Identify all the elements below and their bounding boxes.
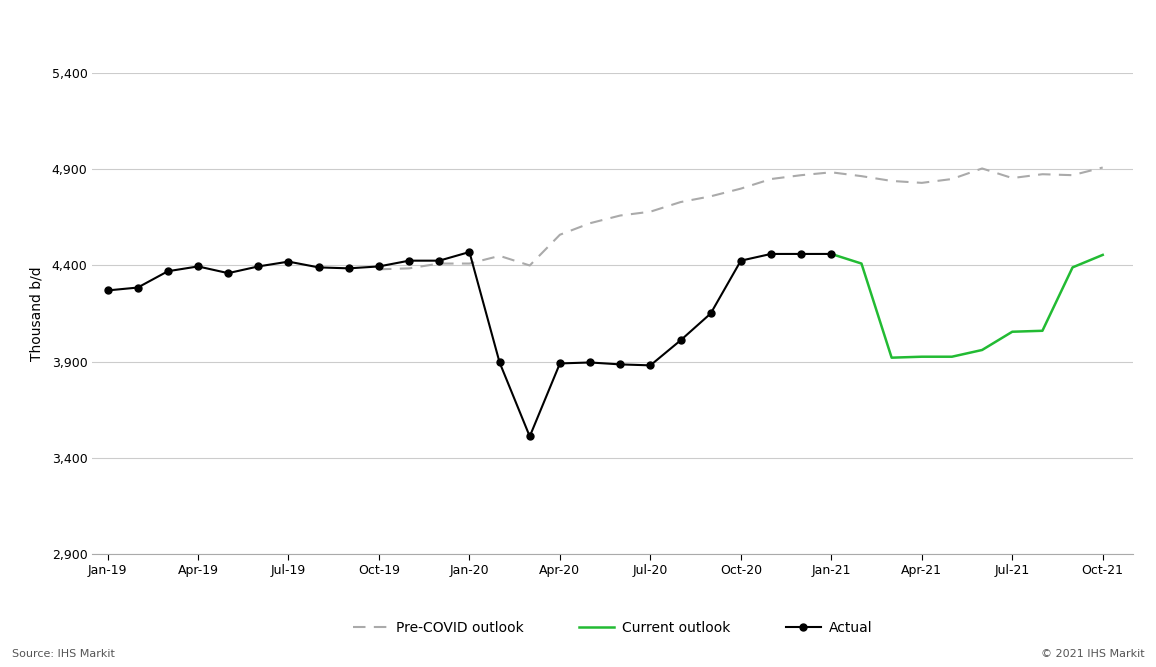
Pre-COVID outlook xyxy=(1066,171,1080,179)
Text: © 2021 IHS Markit: © 2021 IHS Markit xyxy=(1040,649,1144,659)
Pre-COVID outlook xyxy=(492,252,506,260)
Pre-COVID outlook xyxy=(734,185,748,193)
Y-axis label: Thousand b/d: Thousand b/d xyxy=(29,266,44,361)
Actual xyxy=(251,262,265,270)
Text: Western Canadian crude oil production: Western Canadian crude oil production xyxy=(12,24,407,42)
Actual xyxy=(161,267,175,275)
Actual xyxy=(432,257,446,265)
Current outlook xyxy=(824,250,838,258)
Actual xyxy=(282,257,296,265)
Current outlook xyxy=(976,346,990,354)
Actual xyxy=(312,263,326,271)
Text: Source: IHS Markit: Source: IHS Markit xyxy=(12,649,114,659)
Pre-COVID outlook xyxy=(794,171,808,179)
Pre-COVID outlook xyxy=(1006,174,1020,182)
Current outlook xyxy=(1006,327,1020,336)
Actual xyxy=(372,262,386,270)
Pre-COVID outlook xyxy=(583,219,596,227)
Pre-COVID outlook xyxy=(1096,163,1110,171)
Current outlook xyxy=(1036,327,1050,335)
Pre-COVID outlook xyxy=(432,259,446,267)
Actual xyxy=(764,250,778,258)
Actual xyxy=(402,257,416,265)
Pre-COVID outlook xyxy=(523,261,536,269)
Pre-COVID outlook xyxy=(976,165,990,173)
Actual xyxy=(614,360,628,368)
Current outlook xyxy=(1066,263,1080,271)
Actual xyxy=(583,358,596,366)
Pre-COVID outlook xyxy=(854,172,868,180)
Actual xyxy=(734,257,748,265)
Actual xyxy=(342,264,356,272)
Actual xyxy=(131,283,144,291)
Pre-COVID outlook xyxy=(402,264,416,272)
Line: Current outlook: Current outlook xyxy=(831,254,1103,358)
Pre-COVID outlook xyxy=(764,175,778,183)
Actual xyxy=(553,360,566,368)
Actual xyxy=(674,336,688,344)
Actual xyxy=(492,358,506,366)
Actual xyxy=(523,432,536,440)
Legend: Pre-COVID outlook, Current outlook, Actual: Pre-COVID outlook, Current outlook, Actu… xyxy=(347,615,879,640)
Pre-COVID outlook xyxy=(553,231,566,239)
Pre-COVID outlook xyxy=(644,207,658,215)
Actual xyxy=(824,250,838,258)
Actual xyxy=(704,309,718,317)
Current outlook xyxy=(1096,251,1110,259)
Actual xyxy=(101,286,114,294)
Pre-COVID outlook xyxy=(824,168,838,176)
Pre-COVID outlook xyxy=(944,175,958,183)
Pre-COVID outlook xyxy=(884,177,898,185)
Pre-COVID outlook xyxy=(914,179,928,187)
Line: Pre-COVID outlook: Pre-COVID outlook xyxy=(379,167,1103,269)
Actual xyxy=(794,250,808,258)
Current outlook xyxy=(854,259,868,267)
Pre-COVID outlook xyxy=(674,198,688,206)
Pre-COVID outlook xyxy=(462,259,476,267)
Pre-COVID outlook xyxy=(1036,170,1050,178)
Current outlook xyxy=(914,353,928,361)
Actual xyxy=(462,248,476,256)
Pre-COVID outlook xyxy=(372,265,386,273)
Actual xyxy=(221,269,235,277)
Pre-COVID outlook xyxy=(704,192,718,200)
Actual xyxy=(191,262,205,270)
Pre-COVID outlook xyxy=(614,211,628,219)
Current outlook xyxy=(944,353,958,361)
Current outlook xyxy=(884,354,898,362)
Actual xyxy=(644,362,658,370)
Line: Actual: Actual xyxy=(104,249,835,440)
